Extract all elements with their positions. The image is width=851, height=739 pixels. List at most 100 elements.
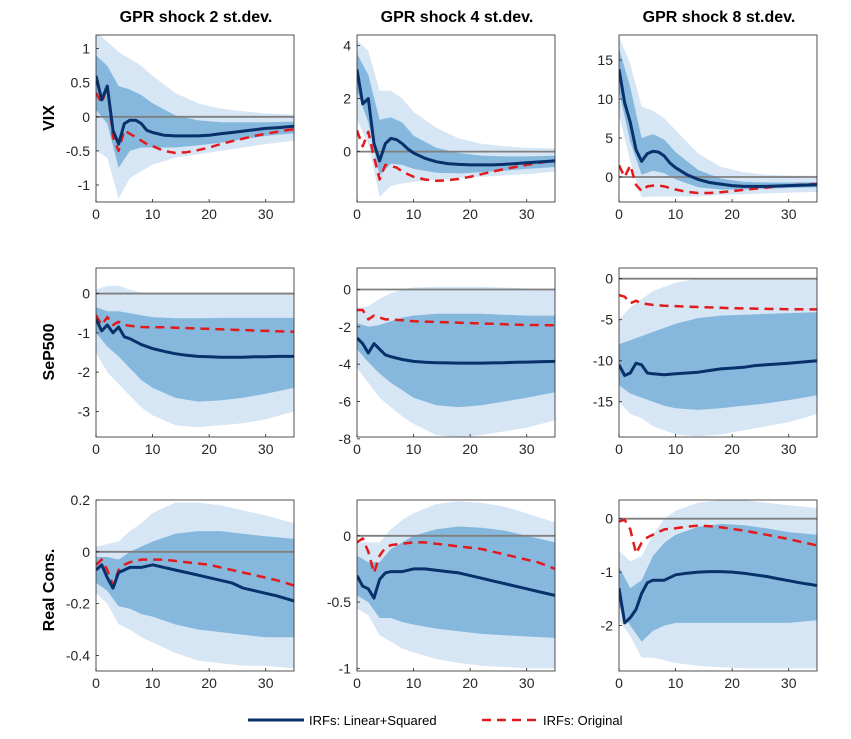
- x-tick-label: 0: [92, 441, 100, 457]
- y-tick-label: 0.2: [71, 492, 91, 508]
- plot-area: [619, 277, 817, 437]
- y-tick-label: -1: [601, 564, 614, 580]
- x-tick-label: 10: [145, 206, 161, 222]
- y-tick-label: 1: [82, 41, 90, 57]
- panel-r1-c1: 0 10 20 30 -1 -0.5 0 0.5 1: [66, 34, 295, 222]
- confidence-band-inner: [619, 48, 817, 190]
- plot-area: [357, 501, 555, 669]
- plot-area: [357, 286, 555, 437]
- x-tick-label: 10: [406, 206, 422, 222]
- x-tick-label: 30: [781, 675, 797, 691]
- confidence-band-inner: [357, 526, 555, 638]
- x-tick-label: 20: [462, 441, 478, 457]
- y-tick-label: -15: [593, 394, 613, 410]
- x-tick-label: 0: [615, 441, 623, 457]
- series-line-linear-squared: [96, 75, 294, 146]
- y-tick-label: -0.5: [327, 594, 351, 610]
- plot-area: [96, 502, 294, 669]
- y-tick-label: -3: [78, 403, 91, 419]
- confidence-band-inner: [96, 307, 294, 402]
- plot-area: [96, 285, 294, 428]
- confidence-band-inner: [96, 55, 294, 168]
- series-line-linear-squared: [619, 359, 817, 377]
- axes-frame: [95, 499, 295, 672]
- series-line-linear-squared: [357, 69, 555, 167]
- plot-area: [619, 500, 817, 669]
- row-label-vix: VIX: [41, 105, 58, 131]
- plot-area: [357, 40, 555, 197]
- x-tick-label: 30: [781, 206, 797, 222]
- x-tick-label: 10: [406, 441, 422, 457]
- x-tick-label: 10: [406, 675, 422, 691]
- y-tick-label: 15: [597, 52, 613, 68]
- series-line-linear-squared: [357, 336, 555, 365]
- panel-r2-c2: 0 10 20 30 -8 -6 -4 -2 0: [339, 267, 556, 457]
- x-tick-label: 10: [145, 441, 161, 457]
- x-tick-label: 20: [724, 675, 740, 691]
- y-tick-label: -0.4: [66, 647, 90, 663]
- plot-area: [619, 36, 817, 198]
- column-titles: GPR shock 2 st.dev. GPR shock 4 st.dev. …: [120, 9, 796, 26]
- y-tick-label: 10: [597, 91, 613, 107]
- x-tick-label: 30: [258, 206, 274, 222]
- y-tick-label: 0: [605, 271, 613, 287]
- panel-r1-c2: 0 10 20 30 0 2 4: [343, 34, 556, 222]
- confidence-band-inner: [357, 53, 555, 176]
- row-label-real-cons: Real Cons.: [41, 549, 58, 632]
- series-line-linear-squared: [357, 567, 555, 600]
- y-tick-label: -8: [339, 431, 352, 447]
- y-tick-label: 0: [605, 511, 613, 527]
- axes-frame: [618, 267, 818, 438]
- axes-frame: [618, 34, 818, 203]
- y-tick-label: 0: [343, 144, 351, 160]
- y-tick-label: -0.5: [66, 143, 90, 159]
- series-line-original: [96, 84, 294, 155]
- y-tick-label: 0.5: [71, 75, 91, 91]
- x-tick-label: 0: [353, 441, 361, 457]
- y-tick-label: 2: [343, 91, 351, 107]
- x-tick-label: 0: [92, 206, 100, 222]
- x-tick-label: 20: [201, 206, 217, 222]
- x-tick-label: 10: [668, 441, 684, 457]
- axes-frame: [356, 267, 556, 438]
- legend-label-linear-squared: IRFs: Linear+Squared: [309, 713, 437, 728]
- x-tick-label: 0: [353, 675, 361, 691]
- column-title-1: GPR shock 2 st.dev.: [120, 9, 273, 26]
- panel-r3-c3: 0 10 20 30 -2 -1 0: [601, 499, 818, 691]
- y-tick-label: 0: [82, 544, 90, 560]
- x-tick-label: 0: [353, 206, 361, 222]
- x-tick-label: 30: [519, 206, 535, 222]
- x-tick-label: 30: [519, 675, 535, 691]
- series-line-original: [619, 518, 817, 555]
- y-tick-label: -2: [339, 319, 352, 335]
- y-tick-label: -4: [339, 356, 352, 372]
- confidence-band-inner: [619, 524, 817, 642]
- x-tick-label: 30: [258, 675, 274, 691]
- y-tick-label: -1: [78, 325, 91, 341]
- panel-r3-c1: 0 10 20 30 -0.4 -0.2 0 0.2: [66, 492, 295, 691]
- x-tick-label: 30: [519, 441, 535, 457]
- y-tick-label: -1: [339, 660, 352, 676]
- y-tick-label: -5: [601, 312, 614, 328]
- axes-frame: [95, 34, 295, 203]
- column-title-2: GPR shock 4 st.dev.: [381, 9, 534, 26]
- x-tick-label: 20: [462, 675, 478, 691]
- confidence-band-inner: [96, 531, 294, 638]
- x-tick-label: 10: [145, 675, 161, 691]
- y-tick-label: 4: [343, 38, 351, 54]
- confidence-band-outer: [619, 36, 817, 198]
- axes-frame: [95, 267, 295, 438]
- axes-frame: [356, 499, 556, 672]
- series-line-linear-squared: [96, 318, 294, 359]
- panel-r3-c2: 0 10 20 30 -1 -0.5 0: [327, 499, 556, 691]
- x-tick-label: 0: [615, 675, 623, 691]
- x-tick-label: 20: [724, 441, 740, 457]
- series-line-original: [96, 558, 294, 587]
- x-tick-label: 20: [724, 206, 740, 222]
- y-tick-label: 0: [82, 286, 90, 302]
- x-tick-label: 20: [462, 206, 478, 222]
- x-tick-label: 0: [92, 675, 100, 691]
- panel-r2-c3: 0 10 20 30 -15 -10 -5 0: [593, 267, 818, 457]
